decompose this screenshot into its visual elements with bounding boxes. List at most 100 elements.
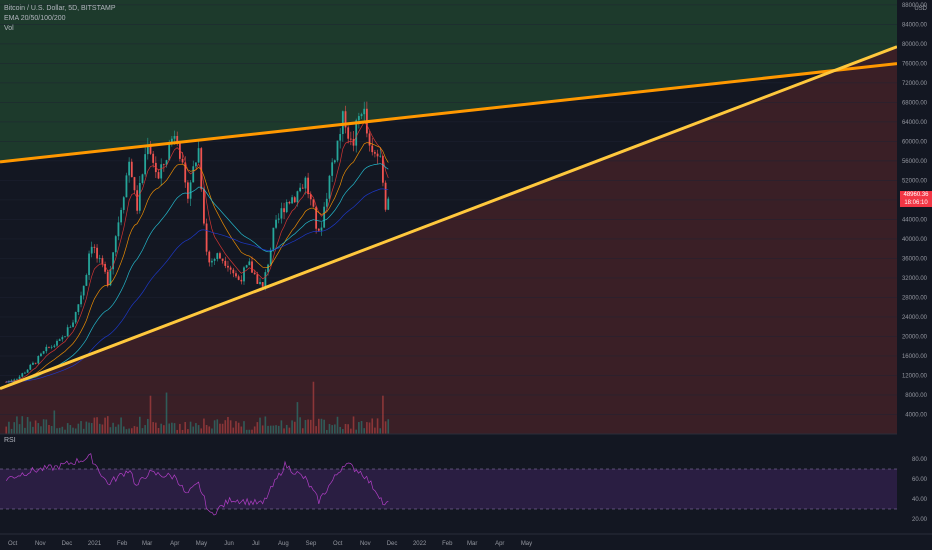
volume-bar	[8, 421, 10, 434]
volume-bar	[98, 423, 101, 434]
volume-bar	[85, 421, 88, 434]
candle	[312, 199, 315, 208]
candle	[90, 241, 93, 258]
trendlines[interactable]	[0, 45, 898, 391]
candle	[85, 273, 88, 286]
volume-bar	[192, 426, 195, 434]
candle	[344, 105, 347, 134]
candle	[160, 158, 163, 186]
volume-bar	[227, 416, 229, 434]
candle	[299, 183, 301, 193]
candle	[285, 199, 288, 214]
volume-bar	[275, 425, 277, 434]
candle	[248, 258, 251, 266]
volume-bar	[147, 418, 149, 434]
candle	[45, 344, 48, 354]
chart-legend: Bitcoin / U.S. Dollar, 5D, BITSTAMP EMA …	[4, 4, 116, 34]
volume-bar	[187, 429, 189, 434]
ema-indicator-label[interactable]: EMA 20/50/100/200	[4, 15, 66, 22]
volume-bar	[371, 418, 374, 434]
volume-bar	[32, 426, 34, 434]
volume-bar	[317, 418, 320, 434]
candle	[66, 324, 69, 337]
candle	[58, 338, 61, 342]
time-tick-label: Nov	[360, 541, 371, 547]
volume-bar	[179, 423, 181, 434]
price-tick-label: 64000.00	[902, 120, 928, 126]
candle	[245, 264, 248, 269]
candle	[368, 130, 371, 152]
candle	[227, 260, 229, 272]
rsi-tick-label: 80.00	[912, 457, 928, 463]
time-tick-label: Apr	[170, 541, 179, 547]
time-tick-label: 2021	[88, 541, 102, 547]
candle	[339, 128, 342, 149]
candle	[122, 196, 125, 214]
time-tick-label: May	[196, 541, 207, 547]
candle	[128, 157, 131, 183]
candle	[195, 162, 197, 169]
candle	[309, 191, 312, 206]
lower-trendline[interactable]	[0, 45, 898, 391]
volume-bar	[155, 422, 157, 434]
volume-bar	[152, 422, 154, 434]
candle	[360, 112, 363, 119]
candle	[251, 256, 253, 273]
volume-bar	[106, 416, 109, 434]
volume-bar	[336, 416, 339, 434]
rsi-indicator-label[interactable]: RSI	[4, 437, 16, 444]
candle	[221, 258, 224, 264]
time-axis[interactable]: Oct Nov Dec 2021 Feb Mar Apr May Jun Jul Aug Sep Oct…	[0, 533, 932, 547]
volume-bar	[66, 423, 69, 434]
volume-bar	[293, 421, 296, 434]
volume-indicator-label[interactable]: Vol	[4, 25, 14, 32]
candle	[64, 336, 66, 338]
price-tick-label: 20000.00	[902, 334, 928, 340]
candle	[277, 213, 280, 224]
symbol-title[interactable]: Bitcoin / U.S. Dollar, 5D, BITSTAMP	[4, 5, 116, 12]
candle	[74, 311, 77, 324]
price-tick-label: 28000.00	[902, 295, 928, 301]
volume-bar	[176, 429, 179, 434]
volume-bar	[112, 422, 114, 434]
candle	[48, 346, 50, 349]
price-tick-label: 52000.00	[902, 178, 928, 184]
volume-bar	[197, 425, 200, 434]
volume-bar	[10, 428, 13, 434]
volume-bar	[264, 416, 267, 434]
candle	[333, 159, 336, 164]
volume-bar	[125, 429, 128, 434]
volume-bar	[80, 421, 82, 434]
candle	[336, 140, 339, 163]
volume-bar	[64, 429, 66, 434]
candle	[208, 250, 211, 267]
volume-bar	[77, 423, 80, 434]
candle	[325, 192, 328, 212]
ema-50-line	[6, 142, 389, 383]
volume-bar	[165, 392, 168, 434]
volume-bar	[189, 421, 192, 434]
volume-bar	[163, 425, 165, 434]
time-tick-label: May	[521, 541, 532, 547]
volume-bar	[34, 420, 37, 434]
price-tick-label: 36000.00	[902, 256, 928, 262]
candle	[34, 362, 37, 365]
candle	[149, 141, 152, 155]
candle	[144, 146, 147, 177]
candle	[50, 345, 53, 350]
time-tick-label: Aug	[278, 541, 289, 547]
candle	[77, 304, 80, 315]
volume-bar	[144, 425, 146, 434]
rsi-band	[0, 469, 897, 509]
candle	[240, 275, 243, 285]
candle	[376, 149, 379, 165]
candle	[211, 258, 213, 267]
candle	[112, 252, 114, 275]
volume-bar	[72, 427, 74, 434]
time-tick-label: Dec	[62, 541, 73, 547]
volume-bar	[307, 419, 309, 434]
upper-trendline[interactable]	[0, 62, 898, 164]
volume-bar	[48, 424, 50, 434]
